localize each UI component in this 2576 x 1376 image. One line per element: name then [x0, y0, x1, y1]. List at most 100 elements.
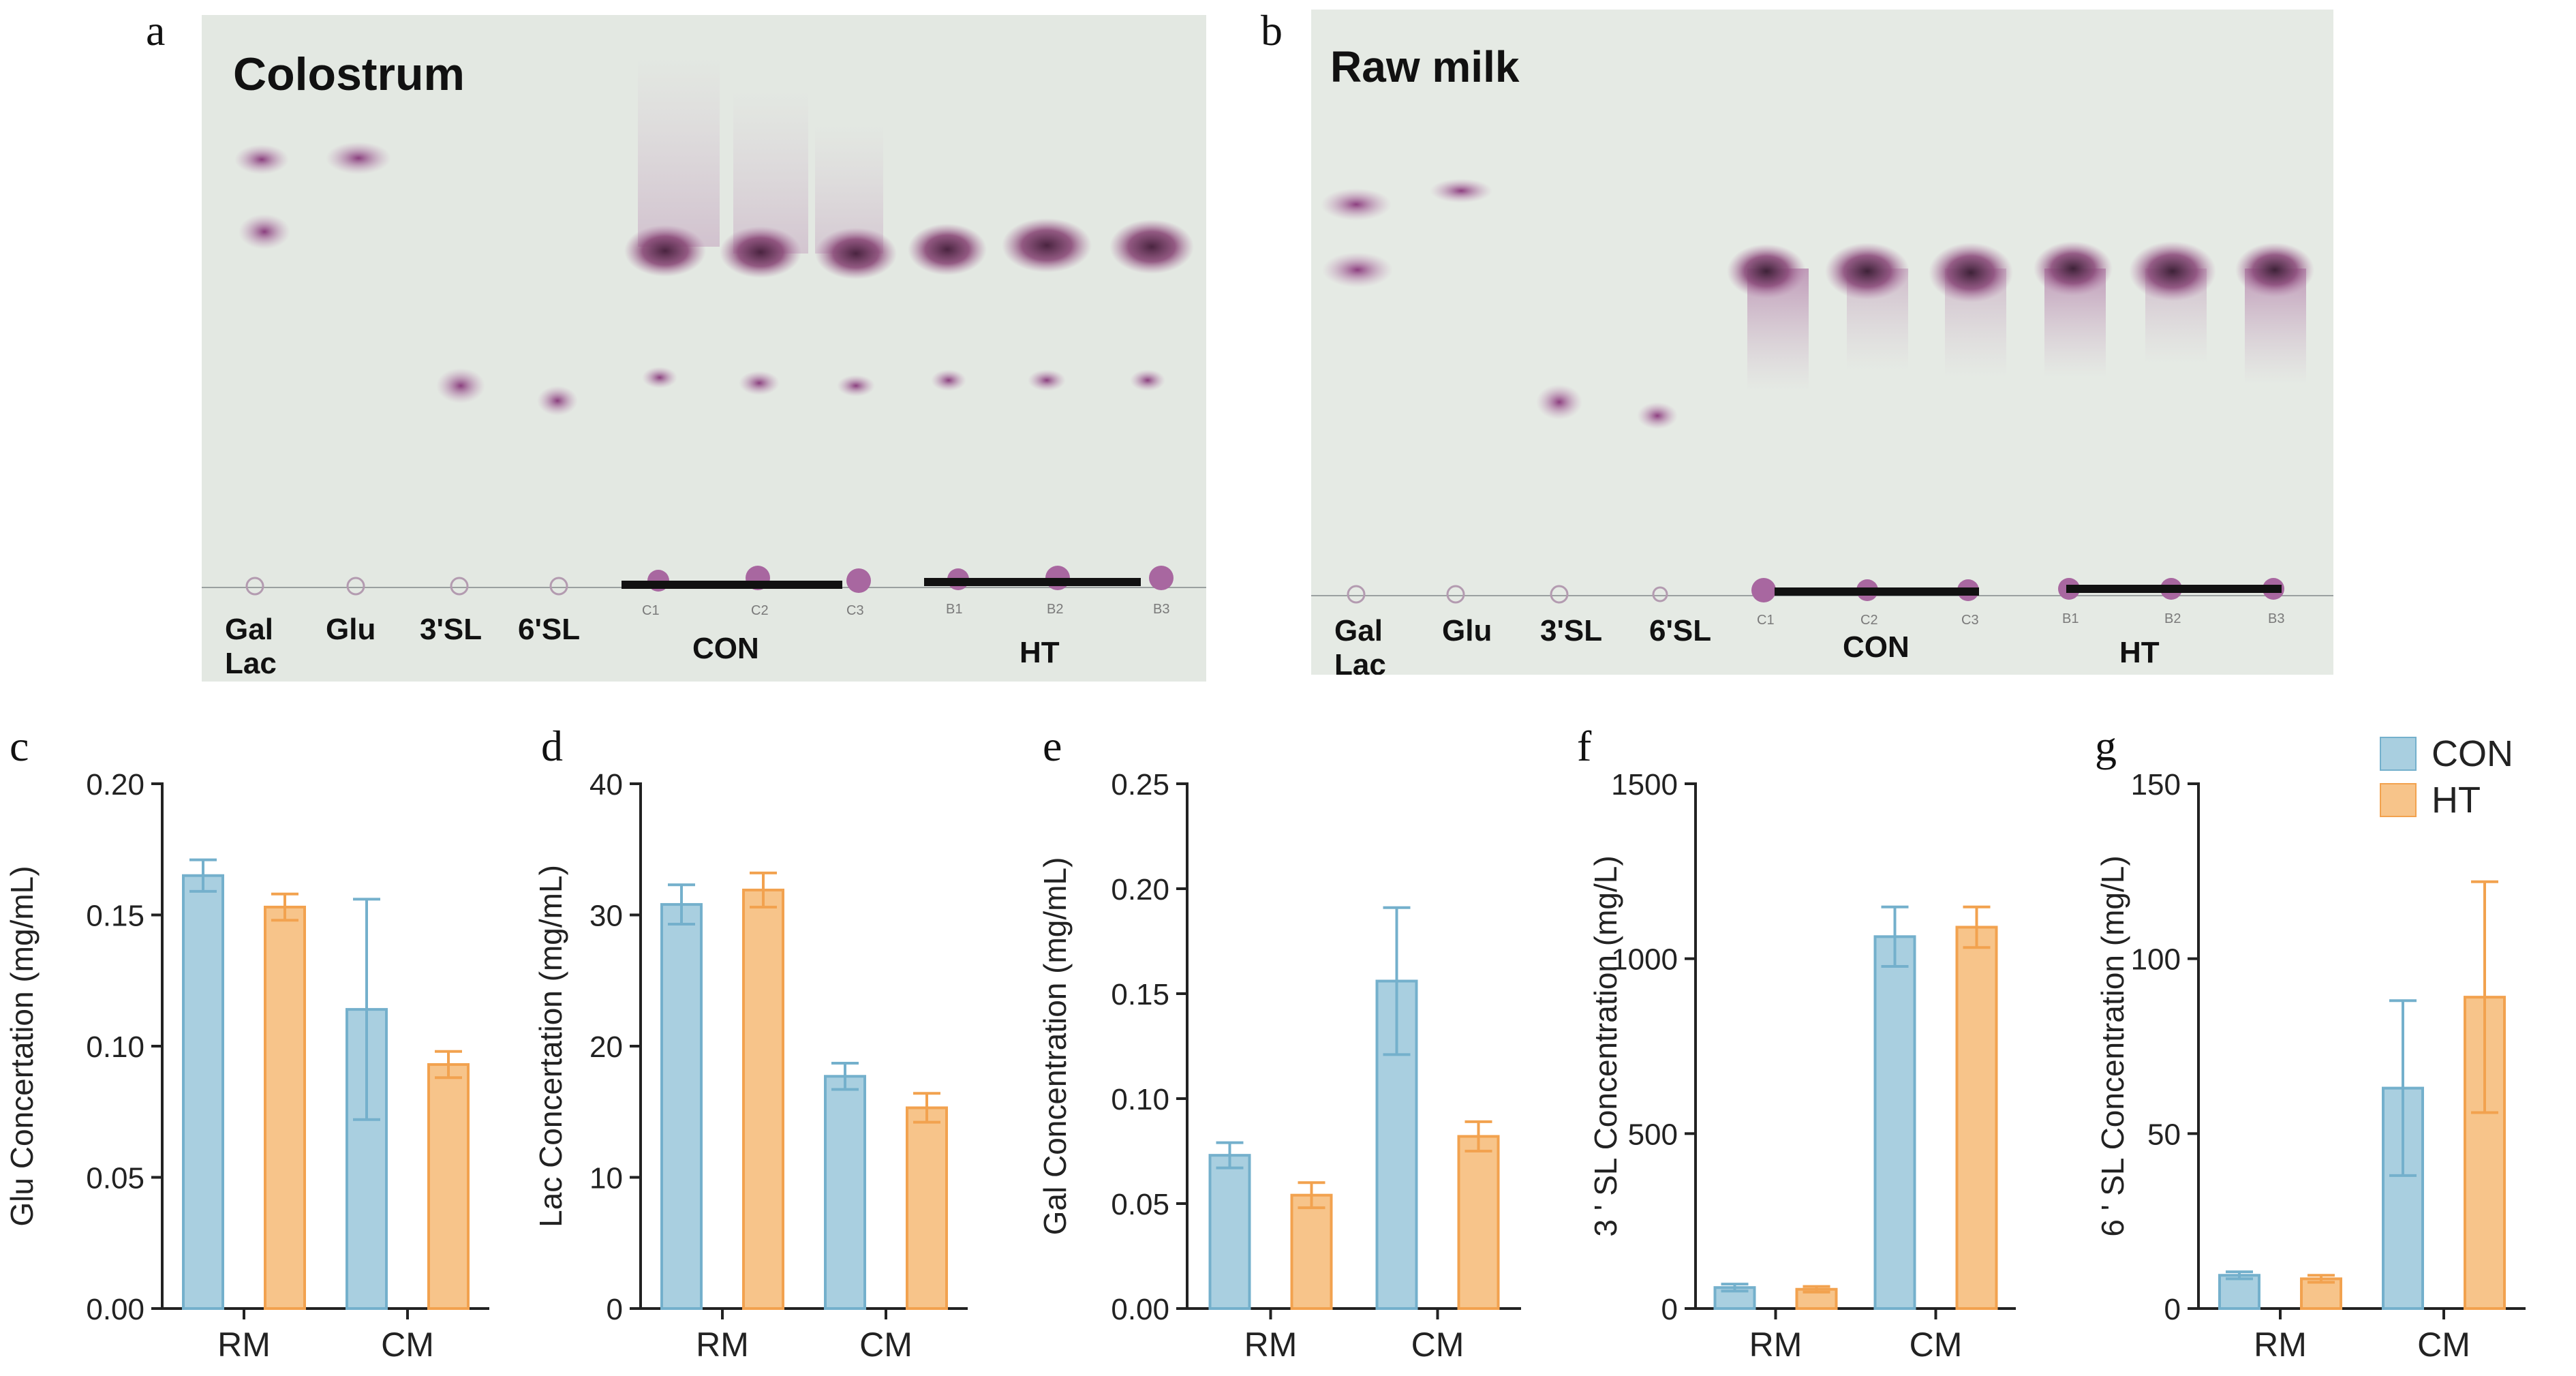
tlc-lane-label-ht: HT	[2119, 636, 2160, 669]
tlc-lane-mark: B1	[946, 602, 962, 617]
y-tick-label: 0.05	[1111, 1188, 1169, 1221]
chart-gal-concentration: e 0.00 0.05 0.10 0.15 0.20 0.25 Gal Concentrati…	[1037, 722, 1521, 1364]
tlc-lane-label-lac: Lac	[225, 647, 277, 680]
bar-ht-cm	[906, 1106, 948, 1310]
panel-letter-c: c	[10, 722, 29, 770]
x-tick-label-rm: RM	[2254, 1326, 2307, 1364]
x-tick-label-rm: RM	[217, 1326, 271, 1364]
legend-label-con: CON	[2432, 733, 2513, 774]
bar-con-rm	[660, 903, 703, 1311]
y-tick-label: 0.20	[1111, 873, 1169, 906]
bar-ht-cm	[427, 1062, 470, 1310]
y-axis-label: Glu Concertation (mg/mL)	[4, 866, 40, 1226]
y-axis-label: Lac Concertation (mg/mL)	[533, 865, 568, 1227]
tlc-lane-label-lac: Lac	[1334, 648, 1386, 675]
tlc-lane-label-3sl: 3'SL	[420, 613, 482, 646]
bar-con-rm	[2218, 1274, 2260, 1311]
bar-con-cm	[1375, 979, 1418, 1310]
y-axis-label: Gal Concentration (mg/mL)	[1037, 857, 1073, 1236]
y-tick-label: 20	[589, 1030, 623, 1064]
x-tick-label-rm: RM	[1749, 1326, 1803, 1364]
tlc-lane-mark: B1	[2062, 611, 2079, 626]
y-tick-label: 0.00	[1111, 1293, 1169, 1326]
y-tick-label: 1500	[1611, 768, 1678, 801]
y-tick-label: 0.10	[1111, 1083, 1169, 1116]
y-tick-label: 0.15	[86, 900, 144, 933]
panel-letter-g: g	[2095, 722, 2117, 770]
tlc-lane-mark: B3	[2268, 611, 2284, 626]
legend: CON HT	[2380, 731, 2513, 823]
tlc-lane-label-glu: Glu	[1442, 614, 1492, 647]
x-tick-label-cm: CM	[381, 1326, 434, 1364]
y-tick-label: 0.05	[86, 1162, 144, 1195]
tlc-title-raw-milk: Raw milk	[1330, 42, 1520, 91]
panel-letter-a: a	[146, 6, 166, 55]
y-tick-label: 0.25	[1111, 768, 1169, 801]
chart-6sl-concentration: g 0 50 100 150 6 ' SL Concentration (mg/L) RM C…	[2095, 722, 2526, 1364]
y-tick-label: 40	[589, 768, 623, 801]
bar-con-cm	[1873, 935, 1916, 1310]
tlc-plate-colostrum: Colostrum Gal Lac Glu 3'SL 6'SL CON HT C…	[202, 15, 1206, 682]
chart-3sl-concentration: f 0 500 1000 1500 3 ' SL Concentration (mg/L)…	[1577, 722, 2016, 1364]
tlc-lane-label-gal: Gal	[1334, 614, 1383, 647]
x-tick-label-cm: CM	[2417, 1326, 2470, 1364]
y-tick-label: 500	[1628, 1118, 1678, 1151]
x-tick-label-cm: CM	[859, 1326, 913, 1364]
tlc-lane-mark: C2	[1860, 613, 1878, 628]
tlc-lane-mark: C2	[751, 603, 769, 618]
y-tick-label: 100	[2131, 943, 2181, 977]
tlc-lane-mark: B3	[1153, 602, 1169, 617]
panel-letter-e: e	[1043, 722, 1062, 770]
x-tick-label-cm: CM	[1910, 1326, 1963, 1364]
panel-letter-f: f	[1577, 722, 1592, 770]
y-tick-label: 0.10	[86, 1030, 144, 1064]
tlc-lane-label-gal: Gal	[225, 613, 273, 646]
panel-letter-b: b	[1261, 6, 1283, 55]
tlc-lane-label-6sl: 6'SL	[518, 613, 580, 646]
y-tick-label: 0	[607, 1293, 623, 1326]
y-axis-label: 6 ' SL Concentration (mg/L)	[2095, 855, 2130, 1236]
y-tick-label: 0	[1661, 1293, 1678, 1326]
tlc-lane-mark: B2	[2164, 611, 2181, 626]
legend-swatch-con	[2380, 737, 2417, 771]
bar-ht-cm	[1955, 926, 1998, 1310]
bar-ht-rm	[1290, 1193, 1333, 1310]
y-tick-label: 0	[2164, 1293, 2181, 1326]
bar-con-rm	[182, 874, 224, 1310]
legend-item-ht: HT	[2380, 777, 2513, 823]
bar-ht-rm	[2300, 1277, 2342, 1310]
y-tick-label: 0.00	[86, 1293, 144, 1326]
tlc-lane-label-3sl: 3'SL	[1540, 614, 1602, 647]
x-tick-label-rm: RM	[696, 1326, 749, 1364]
tlc-lane-label-glu: Glu	[326, 613, 375, 646]
bar-ht-cm	[1457, 1135, 1500, 1310]
tlc-lane-mark: C3	[846, 603, 864, 618]
legend-item-con: CON	[2380, 731, 2513, 777]
tlc-lane-mark: C1	[642, 603, 660, 618]
tlc-lane-label-con: CON	[692, 632, 759, 665]
tlc-lane-mark: C3	[1961, 613, 1979, 628]
tlc-plate-raw-milk: Raw milk Gal Lac Glu 3'SL 6'SL CON HT C1…	[1311, 10, 2333, 675]
legend-swatch-ht	[2380, 783, 2417, 817]
chart-lac-concentration: d 0 10 20 30 40 Lac Concertation (mg/mL) RM CM	[533, 722, 968, 1364]
y-tick-label: 0.20	[86, 768, 144, 801]
legend-label-ht: HT	[2432, 780, 2481, 821]
tlc-lane-label-ht: HT	[1019, 636, 1060, 669]
bar-con-cm	[824, 1075, 866, 1311]
y-tick-label: 50	[2147, 1118, 2181, 1151]
y-axis-label: 3 ' SL Concentration (mg/L)	[1588, 855, 1623, 1236]
y-tick-label: 10	[589, 1162, 623, 1195]
y-tick-label: 0.15	[1111, 978, 1169, 1011]
tlc-lane-mark: C1	[1757, 613, 1775, 628]
chart-glu-concentration: c 0.00 0.05 0.10 0.15 0.20 Glu Concertation (m…	[4, 722, 489, 1364]
y-tick-label: 1000	[1611, 943, 1678, 977]
panel-letter-d: d	[541, 722, 563, 770]
tlc-lane-label-con: CON	[1843, 630, 1910, 664]
bar-con-rm	[1208, 1154, 1251, 1310]
y-tick-label: 30	[589, 900, 623, 933]
bar-ht-rm	[742, 888, 784, 1311]
tlc-lane-label-6sl: 6'SL	[1649, 614, 1711, 647]
tlc-lane-mark: B2	[1047, 602, 1063, 617]
tlc-title-colostrum: Colostrum	[233, 48, 465, 100]
bar-ht-rm	[264, 905, 306, 1310]
